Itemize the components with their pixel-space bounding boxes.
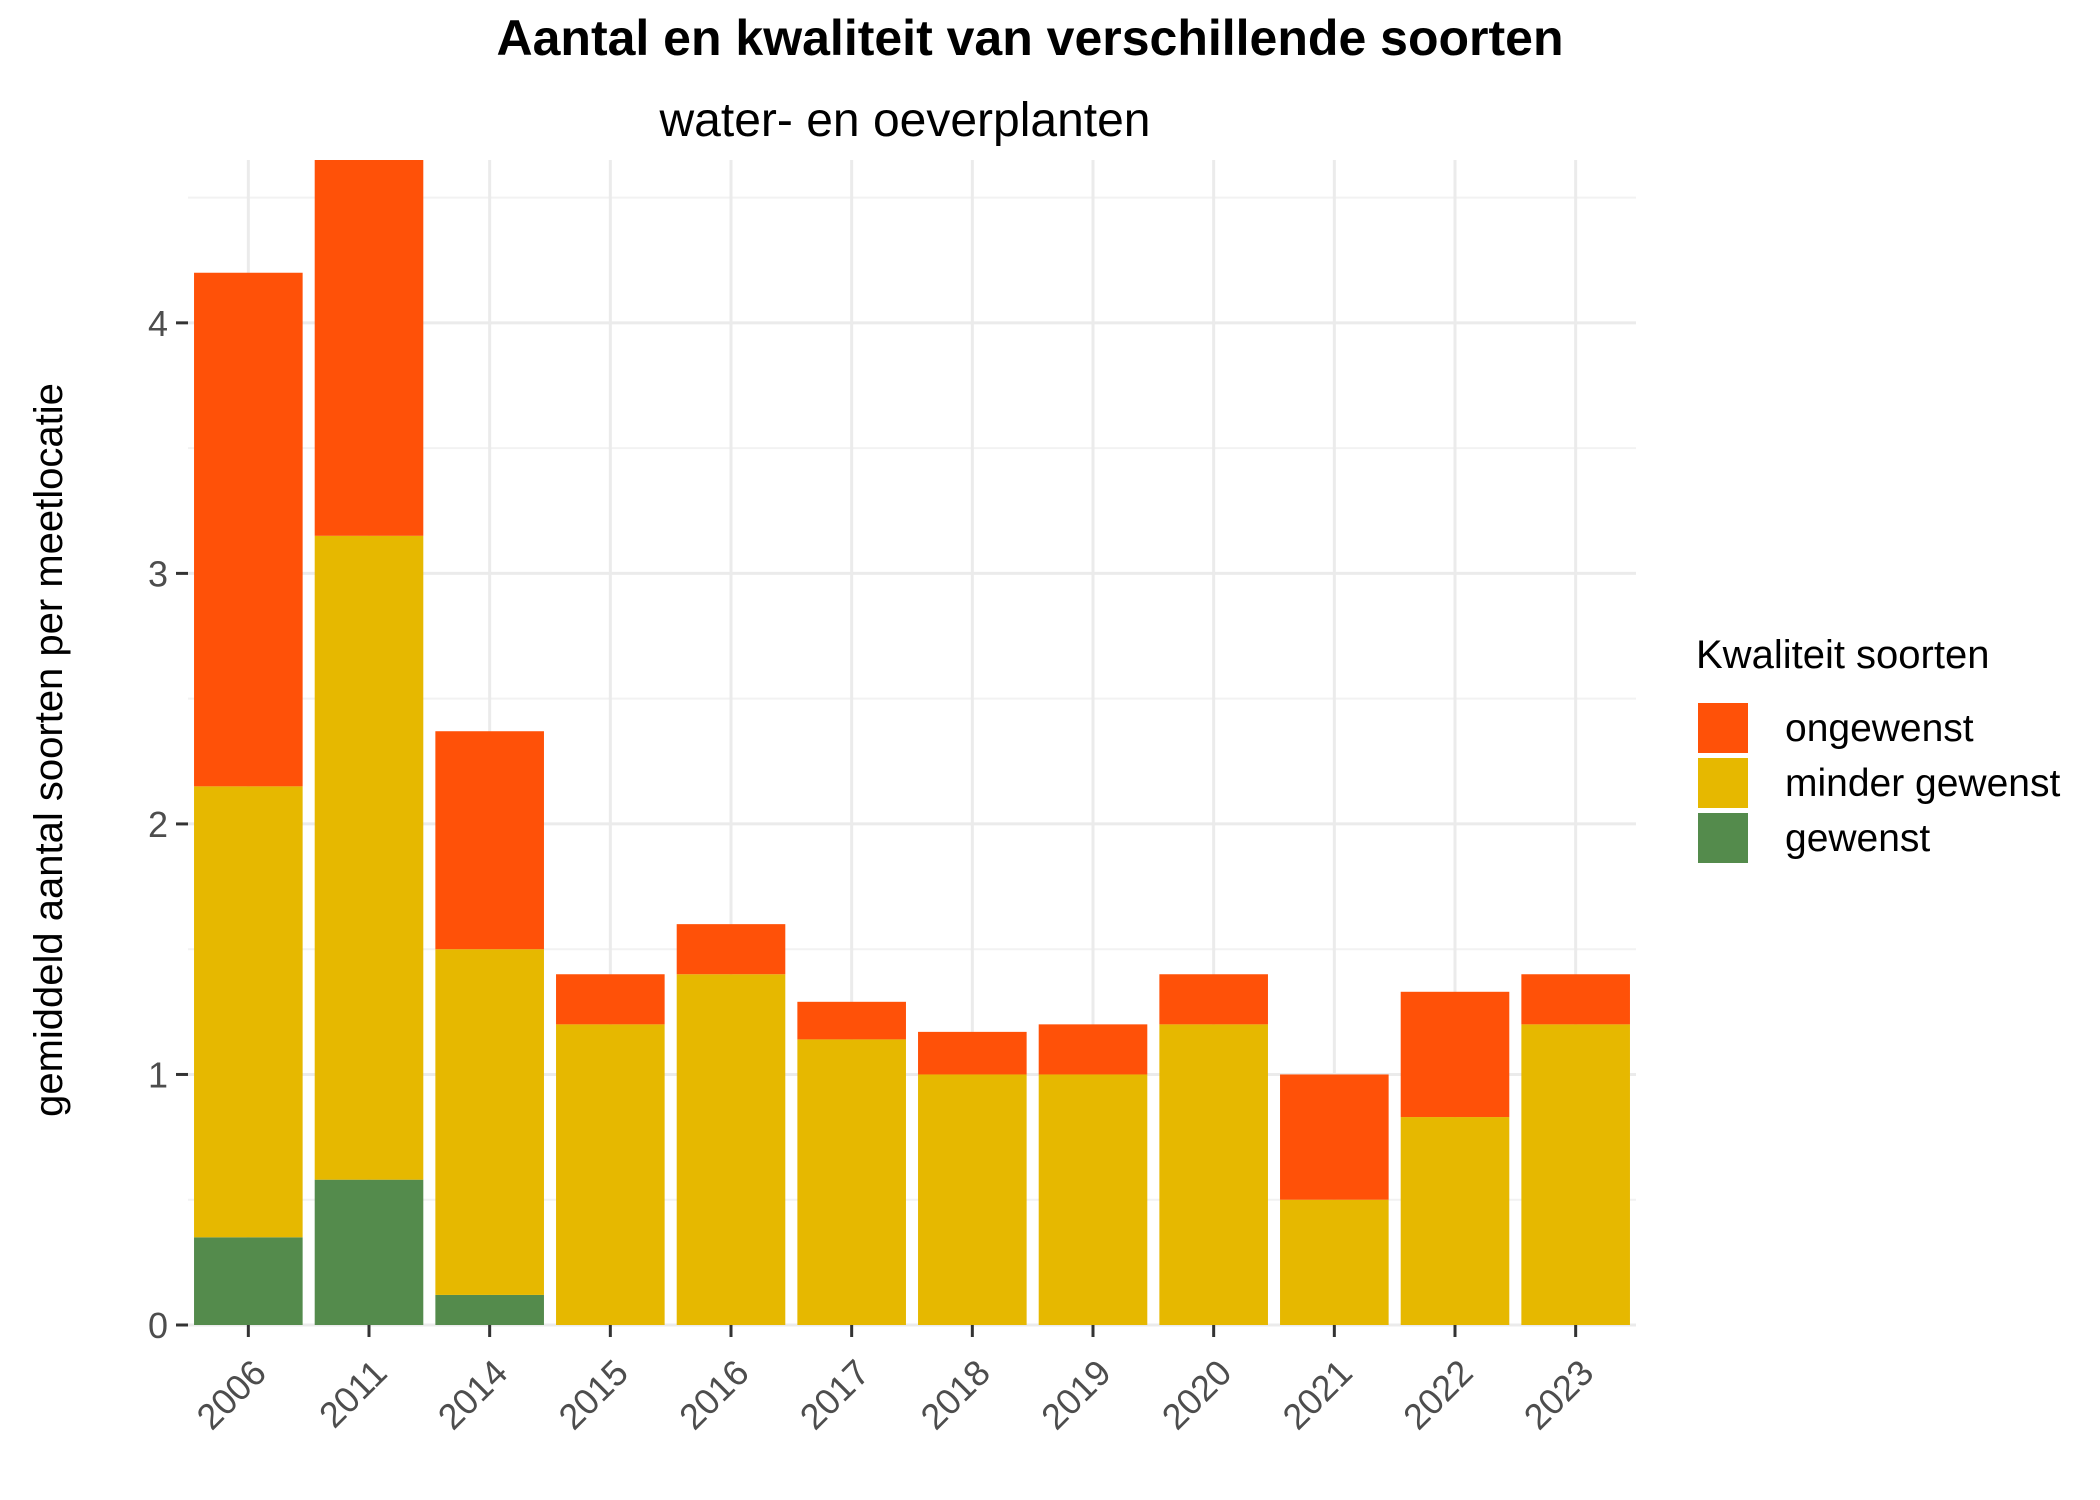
bar-segment	[435, 1294, 544, 1325]
y-axis: 0 1 2 3 4	[148, 303, 188, 1346]
legend-title: Kwaliteit soorten	[1696, 633, 1989, 677]
bar-segment	[314, 535, 424, 1180]
chart-subtitle: water- en oeverplanten	[659, 94, 1151, 147]
bar-segment	[435, 949, 544, 1295]
x-tick-label: 2023	[1516, 1352, 1602, 1438]
x-tick-label: 2015	[550, 1352, 636, 1438]
bar-segment	[556, 1024, 665, 1325]
y-tick-label: 4	[148, 303, 168, 344]
bar-segment	[1280, 1199, 1389, 1325]
y-tick-label: 3	[148, 553, 168, 594]
legend: Kwaliteit soorten ongewenst minder gewens…	[1696, 633, 2060, 863]
x-tick-label: 2018	[912, 1352, 998, 1438]
bar-segment	[1521, 974, 1630, 1025]
bar-segment	[194, 272, 303, 787]
bar-segment	[194, 786, 303, 1238]
x-tick-label: 2014	[430, 1352, 516, 1438]
x-tick-label: 2019	[1033, 1352, 1119, 1438]
x-tick-label: 2016	[671, 1352, 757, 1438]
bar-segment	[314, 160, 424, 536]
bar-segment	[556, 974, 665, 1025]
x-tick-label: 2021	[1274, 1352, 1360, 1438]
x-tick-label: 2020	[1154, 1352, 1240, 1438]
bar-segment	[1400, 991, 1510, 1118]
x-tick-label: 2006	[188, 1352, 274, 1438]
x-tick-label: 2022	[1395, 1352, 1481, 1438]
x-axis: 2006 2011 2014 2015 2016 2017 2018 2019 2020 2021…	[188, 1325, 1601, 1437]
bar-segment	[797, 1001, 906, 1040]
bar-segment	[918, 1031, 1027, 1075]
legend-label: minder gewenst	[1785, 762, 2060, 805]
bar-segment	[1159, 974, 1268, 1025]
bar-segment	[797, 1039, 906, 1325]
x-tick-label: 2011	[311, 1352, 395, 1436]
y-tick-label: 0	[148, 1305, 168, 1346]
y-tick-label: 1	[148, 1054, 168, 1095]
bar-segment	[1400, 1117, 1510, 1325]
legend-swatch	[1698, 813, 1748, 863]
bar-segment	[314, 1179, 424, 1325]
chart-title: Aantal en kwaliteit van verschillende so…	[496, 10, 1563, 66]
legend-swatch	[1698, 703, 1748, 753]
bar-segment	[1280, 1074, 1389, 1200]
y-axis-title: gemiddeld aantal soorten per meetlocatie	[27, 383, 71, 1117]
bar-segment	[676, 974, 786, 1325]
x-tick-label: 2017	[792, 1352, 878, 1438]
legend-label: gewenst	[1785, 817, 1930, 860]
bar-segment	[435, 731, 544, 950]
bar-segment	[1159, 1024, 1268, 1325]
y-tick-label: 2	[148, 804, 168, 845]
bar-segment	[1521, 1024, 1630, 1325]
bar-segment	[676, 924, 786, 975]
bar-segment	[1038, 1074, 1148, 1325]
bars	[194, 160, 1630, 1325]
bar-segment	[194, 1237, 303, 1325]
bar-segment	[918, 1074, 1027, 1325]
legend-swatch	[1698, 758, 1748, 808]
legend-label: ongewenst	[1785, 707, 1974, 750]
bar-segment	[1038, 1024, 1148, 1075]
